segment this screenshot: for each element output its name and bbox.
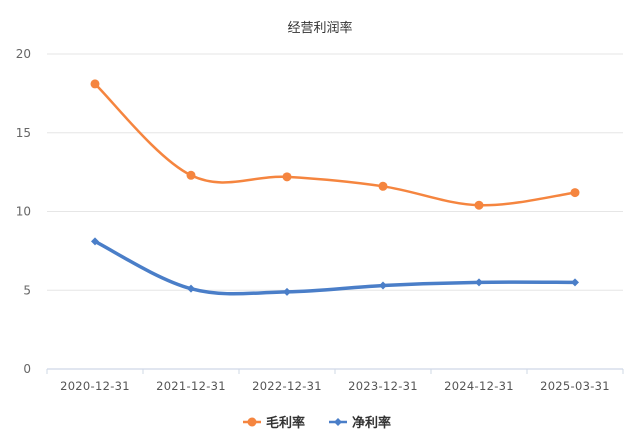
series-line [93, 239, 577, 296]
legend-item-gross-margin[interactable]: 毛利率 [243, 415, 305, 431]
x-axis: 2020-12-31 2021-12-31 2022-12-31 2023-12-31… [46, 368, 624, 393]
data-point-diamond-icon [475, 278, 483, 287]
legend: 毛利率 净利率 [243, 415, 391, 431]
y-tick-label: 5 [23, 283, 31, 297]
series-gross-margin [90, 79, 580, 210]
series-line [93, 82, 577, 207]
y-tick-label: 0 [23, 362, 31, 376]
legend-label: 毛利率 [266, 415, 305, 431]
x-tick-label: 2021-12-31 [156, 379, 226, 393]
data-point-circle-icon [186, 170, 196, 180]
x-tick-label: 2022-12-31 [252, 379, 322, 393]
data-point-circle-icon [90, 79, 100, 89]
data-point-circle-icon [570, 188, 580, 198]
y-tick-label: 15 [16, 126, 31, 140]
data-point-diamond-icon [379, 281, 387, 290]
legend-label: 净利率 [352, 415, 391, 431]
data-point-diamond-icon [187, 284, 195, 293]
grid-lines [47, 53, 623, 291]
legend-item-net-margin[interactable]: 净利率 [329, 415, 391, 431]
data-point-diamond-icon [571, 278, 579, 287]
data-point-diamond-icon [91, 237, 99, 246]
x-tick-label: 2025-03-31 [540, 379, 610, 393]
x-tick-label: 2023-12-31 [348, 379, 418, 393]
y-tick-label: 20 [16, 47, 31, 61]
x-tick-label: 2020-12-31 [60, 379, 130, 393]
data-point-circle-icon [474, 200, 484, 210]
series-lines [90, 79, 580, 296]
y-axis-labels: 0 5 10 15 20 [16, 47, 31, 376]
legend-circle-icon [247, 417, 257, 427]
y-tick-label: 10 [16, 205, 31, 219]
legend-diamond-icon [334, 418, 342, 426]
data-point-circle-icon [282, 172, 292, 182]
x-tick-label: 2024-12-31 [444, 379, 514, 393]
data-point-circle-icon [378, 181, 388, 191]
series-net-margin [91, 237, 579, 296]
data-point-diamond-icon [283, 287, 291, 296]
chart-title: 经营利润率 [287, 20, 352, 36]
